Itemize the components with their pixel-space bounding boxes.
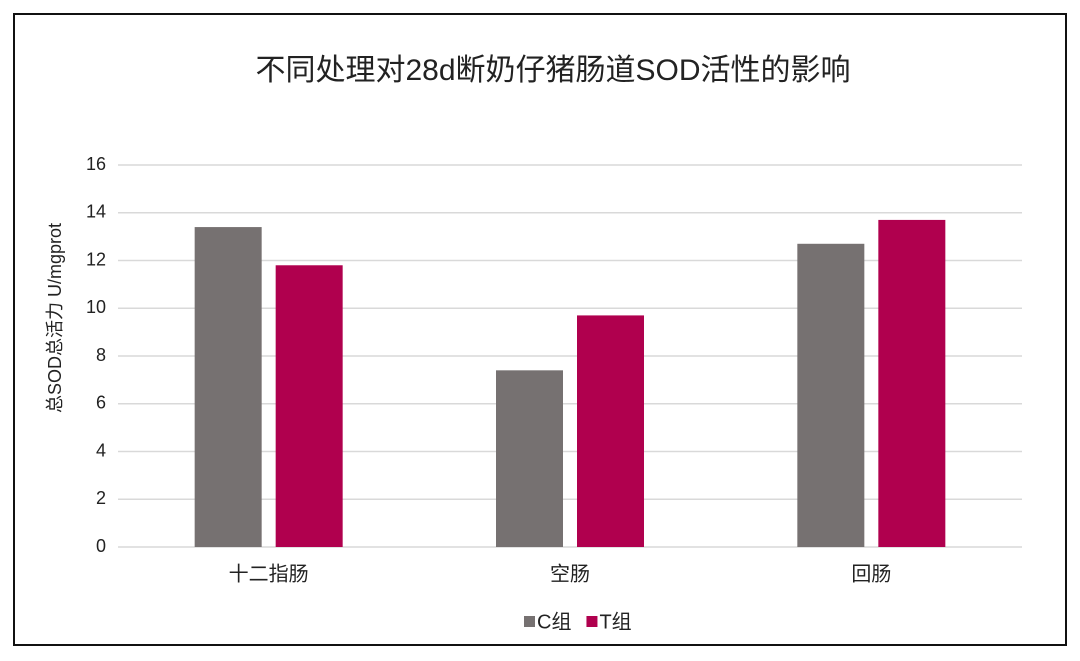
- y-axis-label: 总SOD总活力 U/mgprot: [45, 223, 65, 413]
- bar: [194, 227, 262, 547]
- bar: [878, 219, 946, 547]
- y-tick-label: 2: [96, 488, 106, 508]
- y-tick-label: 10: [86, 297, 106, 317]
- y-tick-label: 16: [86, 154, 106, 174]
- y-tick-label: 4: [96, 440, 106, 460]
- x-tick-label: 空肠: [550, 562, 590, 585]
- x-tick-label: 十二指肠: [229, 562, 309, 585]
- bar: [797, 243, 865, 547]
- y-tick-label: 12: [86, 249, 106, 269]
- chart-title: 不同处理对28d断奶仔猪肠道SOD活性的影响: [255, 54, 850, 87]
- legend-label: C组: [537, 610, 571, 633]
- y-tick-label: 8: [96, 345, 106, 365]
- bar: [577, 315, 644, 547]
- legend-label: T组: [599, 610, 631, 633]
- y-tick-label: 0: [96, 536, 106, 556]
- y-tick-label: 14: [86, 202, 106, 222]
- bar: [275, 265, 343, 547]
- y-tick-label: 6: [96, 393, 106, 413]
- legend-swatch: [524, 616, 535, 627]
- legend-swatch: [586, 616, 598, 627]
- bar: [496, 370, 563, 547]
- x-tick-label: 回肠: [851, 563, 891, 585]
